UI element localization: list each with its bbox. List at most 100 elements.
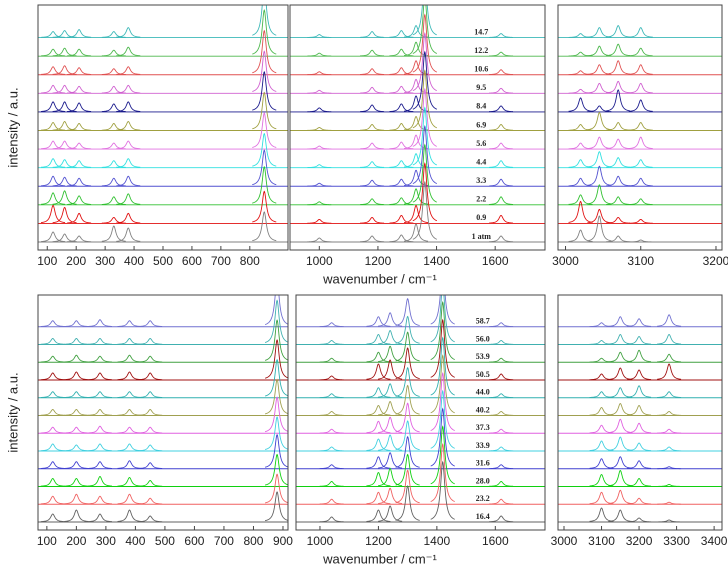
peak <box>87 372 113 381</box>
peak <box>40 513 65 523</box>
peak <box>52 140 77 150</box>
peak <box>627 349 652 363</box>
peak <box>41 140 66 150</box>
peak <box>87 476 113 487</box>
peak <box>366 471 391 487</box>
peak <box>319 446 344 452</box>
peak <box>489 322 514 328</box>
peak <box>101 216 126 224</box>
peak <box>41 48 66 57</box>
peak <box>87 391 112 398</box>
peak <box>252 165 277 204</box>
peak <box>489 481 514 487</box>
peak <box>628 198 653 206</box>
x-tick-label: 3200 <box>703 254 728 268</box>
peak <box>138 391 163 398</box>
series-label: 6.9 <box>476 120 486 129</box>
series-label: 53.9 <box>476 352 490 361</box>
peak <box>657 484 682 487</box>
peak <box>101 31 126 38</box>
peak <box>589 473 614 487</box>
peak <box>389 123 414 131</box>
peak <box>430 407 455 467</box>
peak <box>138 338 163 345</box>
peak <box>64 354 89 363</box>
series-label: 9.5 <box>476 83 486 92</box>
peak <box>41 158 66 168</box>
peak <box>101 177 126 187</box>
panel <box>38 295 288 523</box>
peak <box>403 188 429 205</box>
peak <box>52 190 77 205</box>
peak <box>389 103 414 113</box>
peak <box>628 99 653 112</box>
peak <box>116 66 141 75</box>
peak <box>606 122 631 131</box>
peak <box>366 351 391 363</box>
peak <box>389 48 414 57</box>
peak <box>87 409 112 416</box>
peak <box>360 161 385 168</box>
peak <box>40 426 65 434</box>
peak <box>589 491 614 505</box>
peak <box>587 111 612 131</box>
peak <box>395 367 420 397</box>
peak <box>366 405 391 416</box>
peak <box>587 151 612 168</box>
peak <box>366 334 391 345</box>
peak <box>64 509 89 522</box>
series-label: 40.2 <box>476 405 490 414</box>
peak <box>319 322 344 328</box>
peak <box>264 491 288 522</box>
series-label: 56.0 <box>476 334 490 343</box>
x-tick-label: 1400 <box>423 254 450 268</box>
peak <box>608 334 633 345</box>
peak <box>252 211 277 242</box>
peak <box>430 425 455 485</box>
peak <box>587 136 612 149</box>
peak <box>430 295 455 325</box>
peak <box>116 27 141 38</box>
peak <box>307 52 332 57</box>
peak <box>360 142 385 150</box>
peak <box>264 473 288 504</box>
peak <box>657 353 682 363</box>
peak <box>64 371 89 381</box>
peak <box>378 329 403 345</box>
peak <box>138 444 163 452</box>
peak <box>307 182 332 187</box>
peak <box>360 49 385 57</box>
peak <box>606 157 631 168</box>
x-tick-label: 1000 <box>306 254 333 268</box>
peak <box>117 460 142 469</box>
peak <box>657 334 682 345</box>
peak <box>568 97 593 112</box>
peak <box>395 298 420 326</box>
peak <box>264 378 288 415</box>
peak <box>489 235 514 243</box>
peak <box>608 436 633 451</box>
peak <box>319 393 344 399</box>
peak <box>412 13 438 73</box>
peak <box>41 31 66 38</box>
peak <box>430 371 455 431</box>
peak <box>307 71 332 76</box>
peak <box>117 443 142 452</box>
peak <box>606 138 631 150</box>
peak <box>138 355 163 363</box>
x-tick-label: 300 <box>95 254 115 268</box>
series-label: 5.6 <box>476 139 486 148</box>
peak <box>87 338 112 345</box>
peak <box>430 460 455 520</box>
peak <box>489 428 514 434</box>
peak <box>489 357 514 363</box>
peak <box>41 66 66 75</box>
peak <box>319 481 344 487</box>
x-axis-label: wavenumber / cm⁻¹ <box>322 551 437 566</box>
peak <box>87 513 113 523</box>
peak <box>412 50 438 110</box>
x-tick-label: 400 <box>125 534 145 548</box>
peak <box>628 177 653 187</box>
peak <box>40 204 66 224</box>
peak <box>64 444 89 452</box>
